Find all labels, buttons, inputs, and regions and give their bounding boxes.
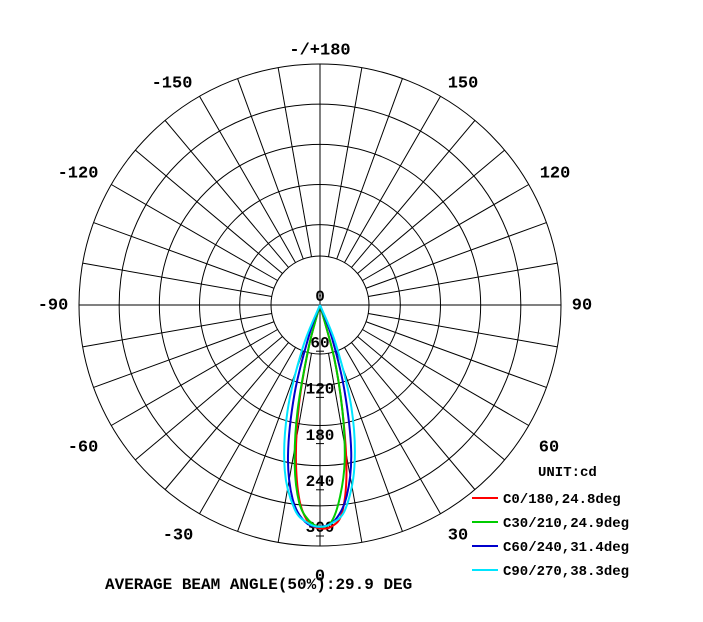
grid-spoke [336, 78, 403, 260]
grid-spoke [111, 329, 278, 426]
grid-spoke [357, 149, 505, 274]
grid-spoke [111, 184, 278, 281]
angle-label: 30 [448, 526, 468, 545]
series-curve-3 [283, 304, 356, 528]
grid-spoke [351, 342, 476, 490]
angle-label: 0 [315, 567, 325, 586]
grid-spoke [365, 321, 547, 388]
angle-label: -30 [163, 526, 194, 545]
grid-spoke [82, 262, 272, 297]
legend-entry: C0/180,24.8deg [503, 492, 621, 508]
grid-spoke [328, 67, 363, 257]
radial-tick-label: 0 [315, 288, 325, 306]
radial-tick-label: 60 [310, 334, 329, 352]
grid-spoke [336, 350, 403, 532]
radial-tick-label: 120 [306, 381, 335, 399]
polar-grid [78, 63, 562, 547]
grid-spoke [199, 96, 296, 263]
grid-spoke [362, 184, 529, 281]
unit-label: UNIT:cd [538, 465, 597, 481]
radial-tick-label: 180 [306, 427, 335, 445]
beam-angle-footer: AVERAGE BEAM ANGLE(50%):29.9 DEG [105, 576, 412, 594]
angle-label: -150 [152, 74, 193, 93]
grid-spoke [362, 329, 529, 426]
candela-curves [283, 304, 356, 530]
grid-spoke [365, 222, 547, 289]
legend: UNIT:cd C0/180,24.8deg C30/210,24.9deg C60… [472, 465, 629, 580]
angle-label: 90 [572, 296, 592, 315]
grid-spoke [93, 222, 275, 289]
grid-spoke [277, 67, 312, 257]
legend-entry: C60/240,31.4deg [503, 540, 629, 556]
grid-spoke [135, 149, 283, 274]
angle-label: -90 [38, 296, 69, 315]
legend-entry: C90/270,38.3deg [503, 564, 629, 580]
grid-spoke [344, 347, 441, 514]
grid-spoke [351, 120, 476, 268]
angle-label: 120 [540, 164, 571, 183]
grid-spoke [368, 262, 558, 297]
angle-labels: -/+180 -150 150 -120 120 -90 90 -60 60 -30 30 0 [38, 41, 593, 586]
angle-label: -120 [58, 164, 99, 183]
grid-spoke [164, 120, 289, 268]
grid-spoke [237, 350, 304, 532]
grid-spoke [237, 78, 304, 260]
angle-label: -60 [68, 438, 99, 457]
grid-spoke [368, 313, 558, 348]
grid-spoke [164, 342, 289, 490]
grid-spoke [357, 336, 505, 461]
angle-label: 150 [448, 74, 479, 93]
radial-tick-label: 240 [306, 473, 335, 491]
grid-spoke [82, 313, 272, 348]
legend-entry: C30/210,24.9deg [503, 516, 629, 532]
grid-spoke [344, 96, 441, 263]
angle-label: -/+180 [289, 41, 350, 60]
grid-spoke [199, 347, 296, 514]
angle-label: 60 [539, 438, 559, 457]
grid-spoke [135, 336, 283, 461]
grid-spoke [93, 321, 275, 388]
